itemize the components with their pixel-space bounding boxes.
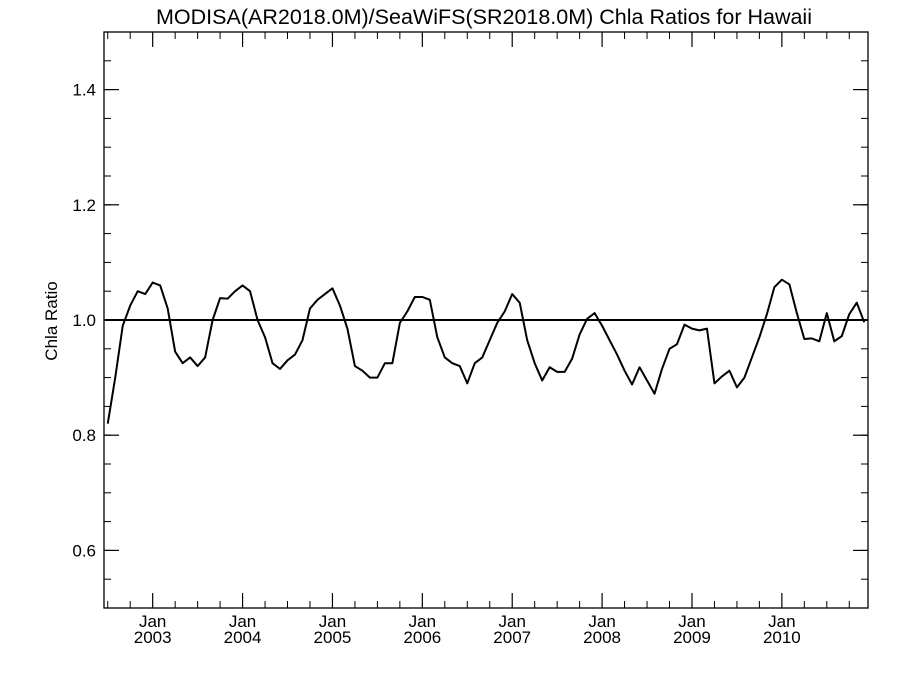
axis-ticks <box>104 32 868 608</box>
x-tick-month-label: Jan <box>588 612 615 631</box>
y-tick-label: 0.6 <box>72 541 96 560</box>
x-tick-month-label: Jan <box>139 612 166 631</box>
y-tick-label: 1.4 <box>72 81 96 100</box>
x-tick-year-label: 2009 <box>673 628 711 647</box>
y-tick-label: 1.0 <box>72 311 96 330</box>
y-tick-label: 0.8 <box>72 426 96 445</box>
y-axis-label: Chla Ratio <box>42 281 61 360</box>
x-tick-month-label: Jan <box>409 612 436 631</box>
x-tick-year-label: 2006 <box>403 628 441 647</box>
x-tick-year-label: 2010 <box>763 628 801 647</box>
x-tick-month-label: Jan <box>229 612 256 631</box>
x-tick-year-label: 2008 <box>583 628 621 647</box>
series-line <box>106 278 866 424</box>
x-tick-month-label: Jan <box>319 612 346 631</box>
y-tick-label: 1.2 <box>72 196 96 215</box>
x-tick-year-label: 2004 <box>224 628 262 647</box>
axis-tick-labels: 0.60.81.01.21.4Jan2003Jan2004Jan2005Jan2… <box>72 81 800 647</box>
x-tick-month-label: Jan <box>768 612 795 631</box>
x-tick-month-label: Jan <box>499 612 526 631</box>
chart-title: MODISA(AR2018.0M)/SeaWiFS(SR2018.0M) Chl… <box>156 5 812 29</box>
x-tick-month-label: Jan <box>678 612 705 631</box>
x-tick-year-label: 2003 <box>134 628 172 647</box>
x-tick-year-label: 2007 <box>493 628 531 647</box>
x-tick-year-label: 2005 <box>314 628 352 647</box>
